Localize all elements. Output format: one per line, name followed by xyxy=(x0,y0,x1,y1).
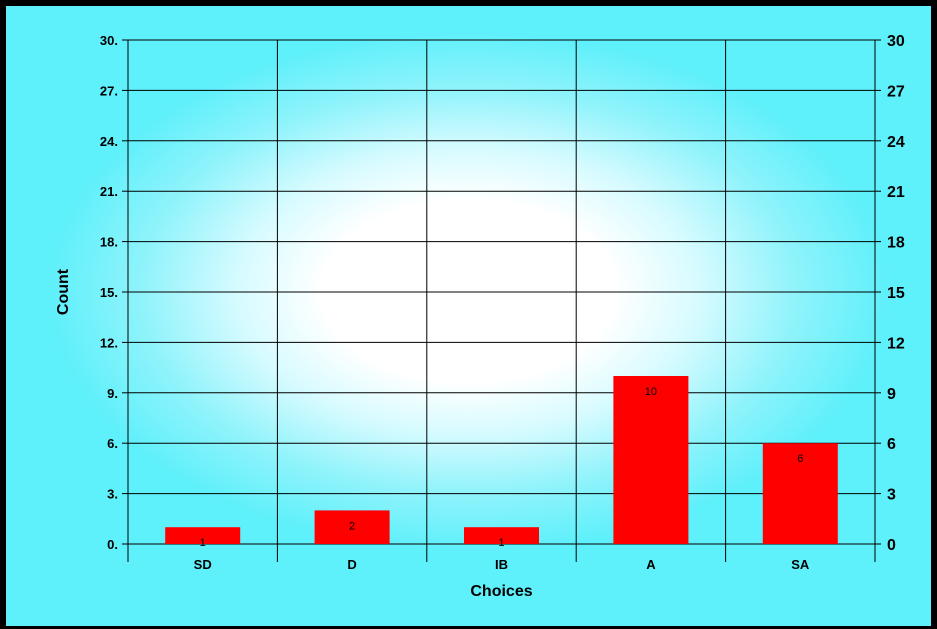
data-label: 1 xyxy=(200,537,206,549)
y-tick-label-left: 15. xyxy=(100,285,118,300)
y-tick-label-left: 18. xyxy=(100,235,118,250)
y-tick-label-right: 15 xyxy=(887,285,905,302)
y-axis-title: Count xyxy=(55,268,72,315)
data-label: 6 xyxy=(797,453,803,465)
bar xyxy=(762,443,838,544)
y-tick-label-right: 9 xyxy=(887,386,896,403)
x-tick-label: D xyxy=(347,557,356,572)
chart-area: 0. 0 3. 3 6. 6 9. 9 12. 12 15. 15 18. 18 21. 21 24. 24 27.… xyxy=(6,6,931,626)
y-tick-label-right: 21 xyxy=(887,184,905,201)
y-tick-label-right: 6 xyxy=(887,436,896,453)
y-tick-label-left: 0. xyxy=(107,537,118,552)
y-tick-label-right: 18 xyxy=(887,235,905,252)
y-tick-label-left: 24. xyxy=(100,134,118,149)
y-tick-label-left: 6. xyxy=(107,436,118,451)
y-tick-label-right: 30 xyxy=(887,33,905,50)
y-tick-label-left: 3. xyxy=(107,487,118,502)
data-label: 2 xyxy=(349,520,355,532)
y-tick-label-right: 12 xyxy=(887,335,905,352)
x-axis-title: Choices xyxy=(470,583,532,600)
data-label: 10 xyxy=(645,386,657,398)
x-tick-label: SD xyxy=(194,557,212,572)
bar xyxy=(165,527,241,544)
axis-layer xyxy=(122,39,881,545)
x-tick-label: A xyxy=(646,557,656,572)
y-tick-label-right: 27 xyxy=(887,83,905,100)
bar xyxy=(314,510,390,544)
bar-layer xyxy=(165,376,838,544)
grid-layer xyxy=(127,39,876,562)
bar xyxy=(613,376,689,544)
y-tick-label-right: 0 xyxy=(887,537,896,554)
y-tick-label-left: 30. xyxy=(100,33,118,48)
y-tick-label-left: 27. xyxy=(100,83,118,98)
y-tick-label-left: 9. xyxy=(107,386,118,401)
y-tick-label-right: 24 xyxy=(887,134,905,151)
x-tick-label: SA xyxy=(791,557,810,572)
y-tick-label-right: 3 xyxy=(887,487,896,504)
y-tick-label-left: 21. xyxy=(100,184,118,199)
y-tick-label-left: 12. xyxy=(100,335,118,350)
bar xyxy=(464,527,539,544)
data-label: 1 xyxy=(498,537,504,549)
x-tick-label: IB xyxy=(495,557,508,572)
